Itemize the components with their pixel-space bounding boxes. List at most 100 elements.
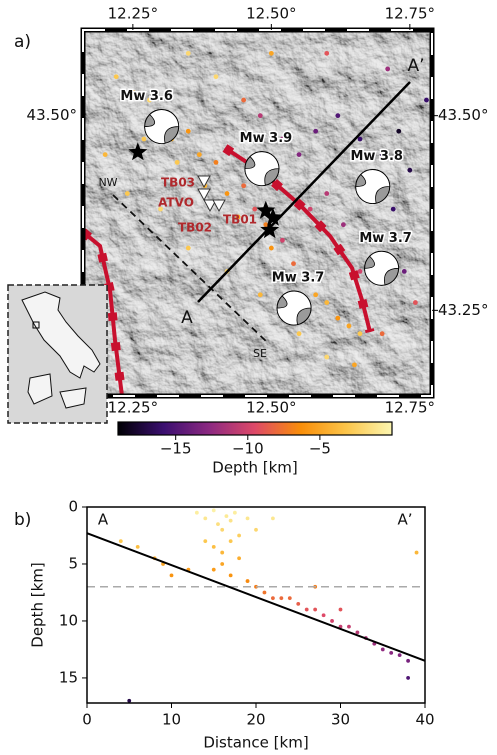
hypocenter	[406, 658, 410, 663]
hypocenter	[220, 527, 225, 532]
earthquake	[357, 136, 363, 142]
hypocenter	[338, 607, 343, 612]
hypocenter	[228, 539, 233, 544]
x-tick-label: 0	[82, 711, 92, 729]
earthquake	[268, 50, 274, 56]
y-tick-label: 0	[68, 498, 78, 516]
y-tick-label: 5	[68, 554, 78, 572]
end-label: A’	[397, 511, 412, 529]
y-axis-label: Depth [km]	[29, 562, 47, 647]
profile-a-a	[197, 81, 411, 303]
hypocenter	[228, 518, 233, 523]
hypocenter	[414, 550, 419, 555]
colorbar-tick-label: −10	[232, 440, 264, 458]
colorbar-tick-label: −5	[309, 440, 331, 458]
earthquake	[280, 237, 285, 243]
section-frame	[86, 506, 426, 704]
earthquake	[257, 113, 263, 119]
earthquake	[324, 191, 330, 196]
hypocenter	[127, 698, 132, 703]
earthquake	[268, 245, 274, 251]
x-tick-label: 40	[415, 711, 434, 729]
hillshade	[83, 30, 432, 396]
hypocenter	[203, 516, 208, 521]
hypocenter	[406, 676, 410, 680]
x-tick-label: 12.75°	[385, 5, 435, 23]
earthquake	[113, 74, 119, 80]
earthquake	[324, 300, 330, 305]
earthquake	[352, 362, 357, 368]
hypocenter	[321, 613, 326, 618]
earthquake	[158, 206, 163, 212]
fault-ticks	[83, 228, 127, 396]
station-label: TB02	[178, 221, 212, 235]
earthquake	[174, 159, 180, 165]
earthquake	[379, 152, 385, 157]
earthquake	[241, 183, 247, 189]
hypocenter	[389, 650, 394, 655]
hypocenter	[237, 556, 242, 561]
hypocenter	[287, 596, 292, 601]
end-label: A	[98, 511, 109, 529]
hypocenter	[304, 607, 309, 612]
earthquake	[130, 89, 136, 95]
focal-mechanism-label: Mw 3.9	[240, 131, 293, 146]
earthquake	[313, 292, 319, 298]
earthquake	[302, 276, 307, 282]
earthquake	[291, 261, 296, 267]
hypocenter	[313, 607, 318, 612]
overlay-layer: A A’ NW SE TB03 ATVO TB02 TB01 Mw 3.6 Mw 3.9 Mw 3.…	[98, 56, 424, 360]
earthquake	[296, 331, 302, 337]
colorbar-label: Depth [km]	[212, 459, 297, 477]
x-axis-label: Distance [km]	[203, 734, 308, 752]
profile-label: A’	[407, 56, 424, 76]
hypocenter	[135, 544, 140, 549]
focal-mechanism-label: Mw 3.8	[350, 149, 403, 164]
earthquake	[185, 50, 191, 56]
hypocenter	[228, 573, 233, 578]
hypocenter	[211, 544, 216, 549]
profile-label: SE	[253, 347, 267, 360]
earthquake	[324, 354, 330, 360]
x-tick-label: 12.50°	[246, 5, 296, 23]
x-tick-label: 30	[331, 711, 350, 729]
hypocenter	[380, 647, 385, 652]
x-tick-label: 10	[162, 711, 181, 729]
hypocenter	[271, 516, 275, 521]
hypocenter	[224, 514, 229, 519]
x-tick-label: 20	[246, 711, 265, 729]
y-tick-label: 10	[59, 611, 78, 629]
colorbar-ticks: −15 −10 −5	[160, 435, 331, 458]
map-frame-pattern	[82, 29, 433, 397]
focal-mechanism-dilatation	[276, 290, 312, 326]
earthquake	[335, 315, 341, 321]
hypocenter	[355, 630, 360, 635]
panel-label: a)	[14, 32, 31, 52]
earthquake	[257, 292, 263, 298]
hypocenter	[203, 539, 208, 544]
earthquake	[424, 97, 429, 103]
focal-mechanism-dilatation	[244, 151, 280, 187]
hypocenter	[254, 527, 258, 532]
x-tick-label: 12.75°	[385, 399, 435, 417]
focal-mechanism-dilatation	[355, 169, 391, 204]
colorbar	[117, 421, 393, 436]
earthquake	[235, 214, 241, 220]
hypocenter	[330, 619, 334, 623]
station	[197, 188, 211, 202]
station	[212, 199, 226, 213]
earthquake	[185, 245, 191, 251]
earthquake	[340, 222, 346, 228]
earthquake	[263, 222, 269, 228]
hypocenter	[194, 510, 199, 515]
earthquake	[407, 167, 413, 173]
earthquake	[124, 191, 130, 196]
hypocenter	[347, 624, 351, 629]
station	[197, 175, 211, 189]
y-tick-label: 43.50°	[27, 106, 77, 124]
earthquake	[147, 97, 152, 103]
hypocenter	[279, 596, 284, 601]
earthquake	[185, 128, 191, 134]
hypocenter	[271, 596, 275, 601]
earthquake	[401, 269, 407, 274]
